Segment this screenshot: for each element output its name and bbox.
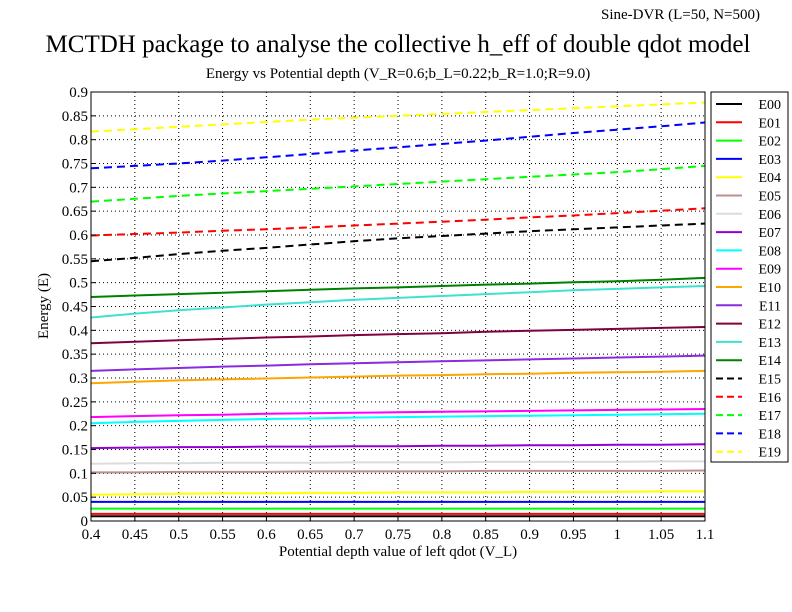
- series-line-e04: [90, 490, 705, 496]
- legend-label-e03: E03: [758, 153, 781, 168]
- series-line-e10: [90, 369, 706, 385]
- series-line-e14: [90, 276, 706, 298]
- series-line-e15: [90, 222, 706, 263]
- y-tick-label: 0.9: [69, 85, 88, 101]
- corner-note: Sine-DVR (L=50, N=500): [601, 7, 760, 23]
- x-tick-label: 0.7: [345, 527, 364, 543]
- x-tick-label: 1.05: [648, 527, 674, 543]
- series-line-e19: [90, 101, 706, 133]
- legend-label-e15: E15: [758, 373, 781, 388]
- x-tick-label: 0.75: [385, 527, 411, 543]
- y-tick-label: 0: [81, 514, 89, 530]
- x-tick-label: 0.85: [473, 527, 499, 543]
- x-tick-label: 0.8: [432, 527, 451, 543]
- legend-label-e18: E18: [758, 427, 781, 442]
- legend-label-e02: E02: [758, 135, 781, 150]
- legend-label-e10: E10: [758, 281, 781, 296]
- y-tick-label: 0.1: [69, 466, 88, 482]
- legend-label-e04: E04: [758, 171, 781, 186]
- grid: [91, 92, 705, 521]
- series-line-e05: [91, 469, 706, 474]
- y-tick-label: 0.15: [62, 443, 88, 459]
- y-tick-label: 0.5: [69, 276, 88, 292]
- y-tick-label: 0.75: [62, 157, 88, 173]
- legend-label-e05: E05: [758, 190, 781, 205]
- y-tick-label: 0.05: [62, 490, 88, 506]
- legend-label-e14: E14: [758, 354, 781, 369]
- y-tick-label: 0.7: [69, 180, 88, 196]
- x-tick-label: 0.6: [257, 527, 276, 543]
- x-tick-label: 0.95: [560, 527, 586, 543]
- x-tick-label: 0.9: [520, 527, 539, 543]
- x-tick-label: 0.5: [169, 527, 188, 543]
- x-tick-label: 1: [614, 527, 622, 543]
- y-tick-label: 0.65: [62, 204, 88, 220]
- x-axis-label: Potential depth value of left qdot (V_L): [279, 544, 517, 560]
- series-line-e11: [90, 354, 706, 372]
- y-tick-label: 0.35: [62, 347, 88, 363]
- series-line-e17: [90, 164, 706, 203]
- y-ticks: 0 0.05 0.1 0.15 0.2 0.25 0.3 0.35 0.4 0.45 0.5 0.55…: [62, 85, 96, 530]
- x-tick-label: 0.4: [82, 527, 101, 543]
- legend-label-e00: E00: [758, 98, 781, 113]
- legend-label-e01: E01: [758, 116, 781, 131]
- x-tick-label: 0.65: [297, 527, 323, 543]
- y-tick-label: 0.2: [69, 419, 88, 435]
- legend-label-e06: E06: [758, 208, 781, 223]
- y-tick-label: 0.4: [69, 323, 88, 339]
- y-tick-label: 0.6: [69, 228, 88, 244]
- legend-label-e17: E17: [758, 409, 781, 424]
- legend-label-e13: E13: [758, 336, 781, 351]
- series-layer: [90, 101, 706, 518]
- legend: E00 E01 E02 E03 E04 E05 E06 E07 E08 E09 E10 E11 E12 E…: [716, 98, 781, 461]
- legend-label-e09: E09: [758, 263, 781, 278]
- y-tick-label: 0.25: [62, 395, 88, 411]
- series-line-e12: [90, 326, 706, 345]
- series-line-e18: [90, 121, 706, 170]
- chart-subtitle: Energy vs Potential depth (V_R=0.6;b_L=0…: [206, 66, 590, 82]
- x-tick-label: 0.45: [122, 527, 148, 543]
- y-tick-label: 0.85: [62, 109, 88, 125]
- legend-label-e19: E19: [758, 446, 781, 461]
- y-tick-label: 0.45: [62, 300, 88, 316]
- y-axis-label: Energy (E): [36, 273, 52, 339]
- y-tick-label: 0.55: [62, 252, 88, 268]
- series-line-e08: [90, 412, 706, 425]
- legend-label-e16: E16: [758, 391, 781, 406]
- y-tick-label: 0.3: [69, 371, 88, 387]
- series-line-e13: [90, 285, 706, 319]
- chart-title: MCTDH package to analyse the collective …: [46, 31, 751, 58]
- series-line-e06: [90, 460, 705, 465]
- legend-label-e11: E11: [759, 299, 781, 314]
- legend-label-e08: E08: [758, 244, 781, 259]
- legend-box: [710, 91, 789, 463]
- x-ticks: 0.4 0.45 0.5 0.55 0.6 0.65 0.7 0.75 0.8 0.85 0.9 0.…: [82, 516, 715, 543]
- series-line-e16: [90, 207, 706, 237]
- x-tick-label: 1.1: [696, 527, 715, 543]
- y-tick-label: 0.8: [69, 133, 88, 149]
- series-line-e09: [90, 408, 706, 419]
- legend-label-e07: E07: [758, 226, 781, 241]
- series-line-e07: [90, 443, 706, 450]
- legend-label-e12: E12: [758, 318, 781, 333]
- x-tick-label: 0.55: [209, 527, 235, 543]
